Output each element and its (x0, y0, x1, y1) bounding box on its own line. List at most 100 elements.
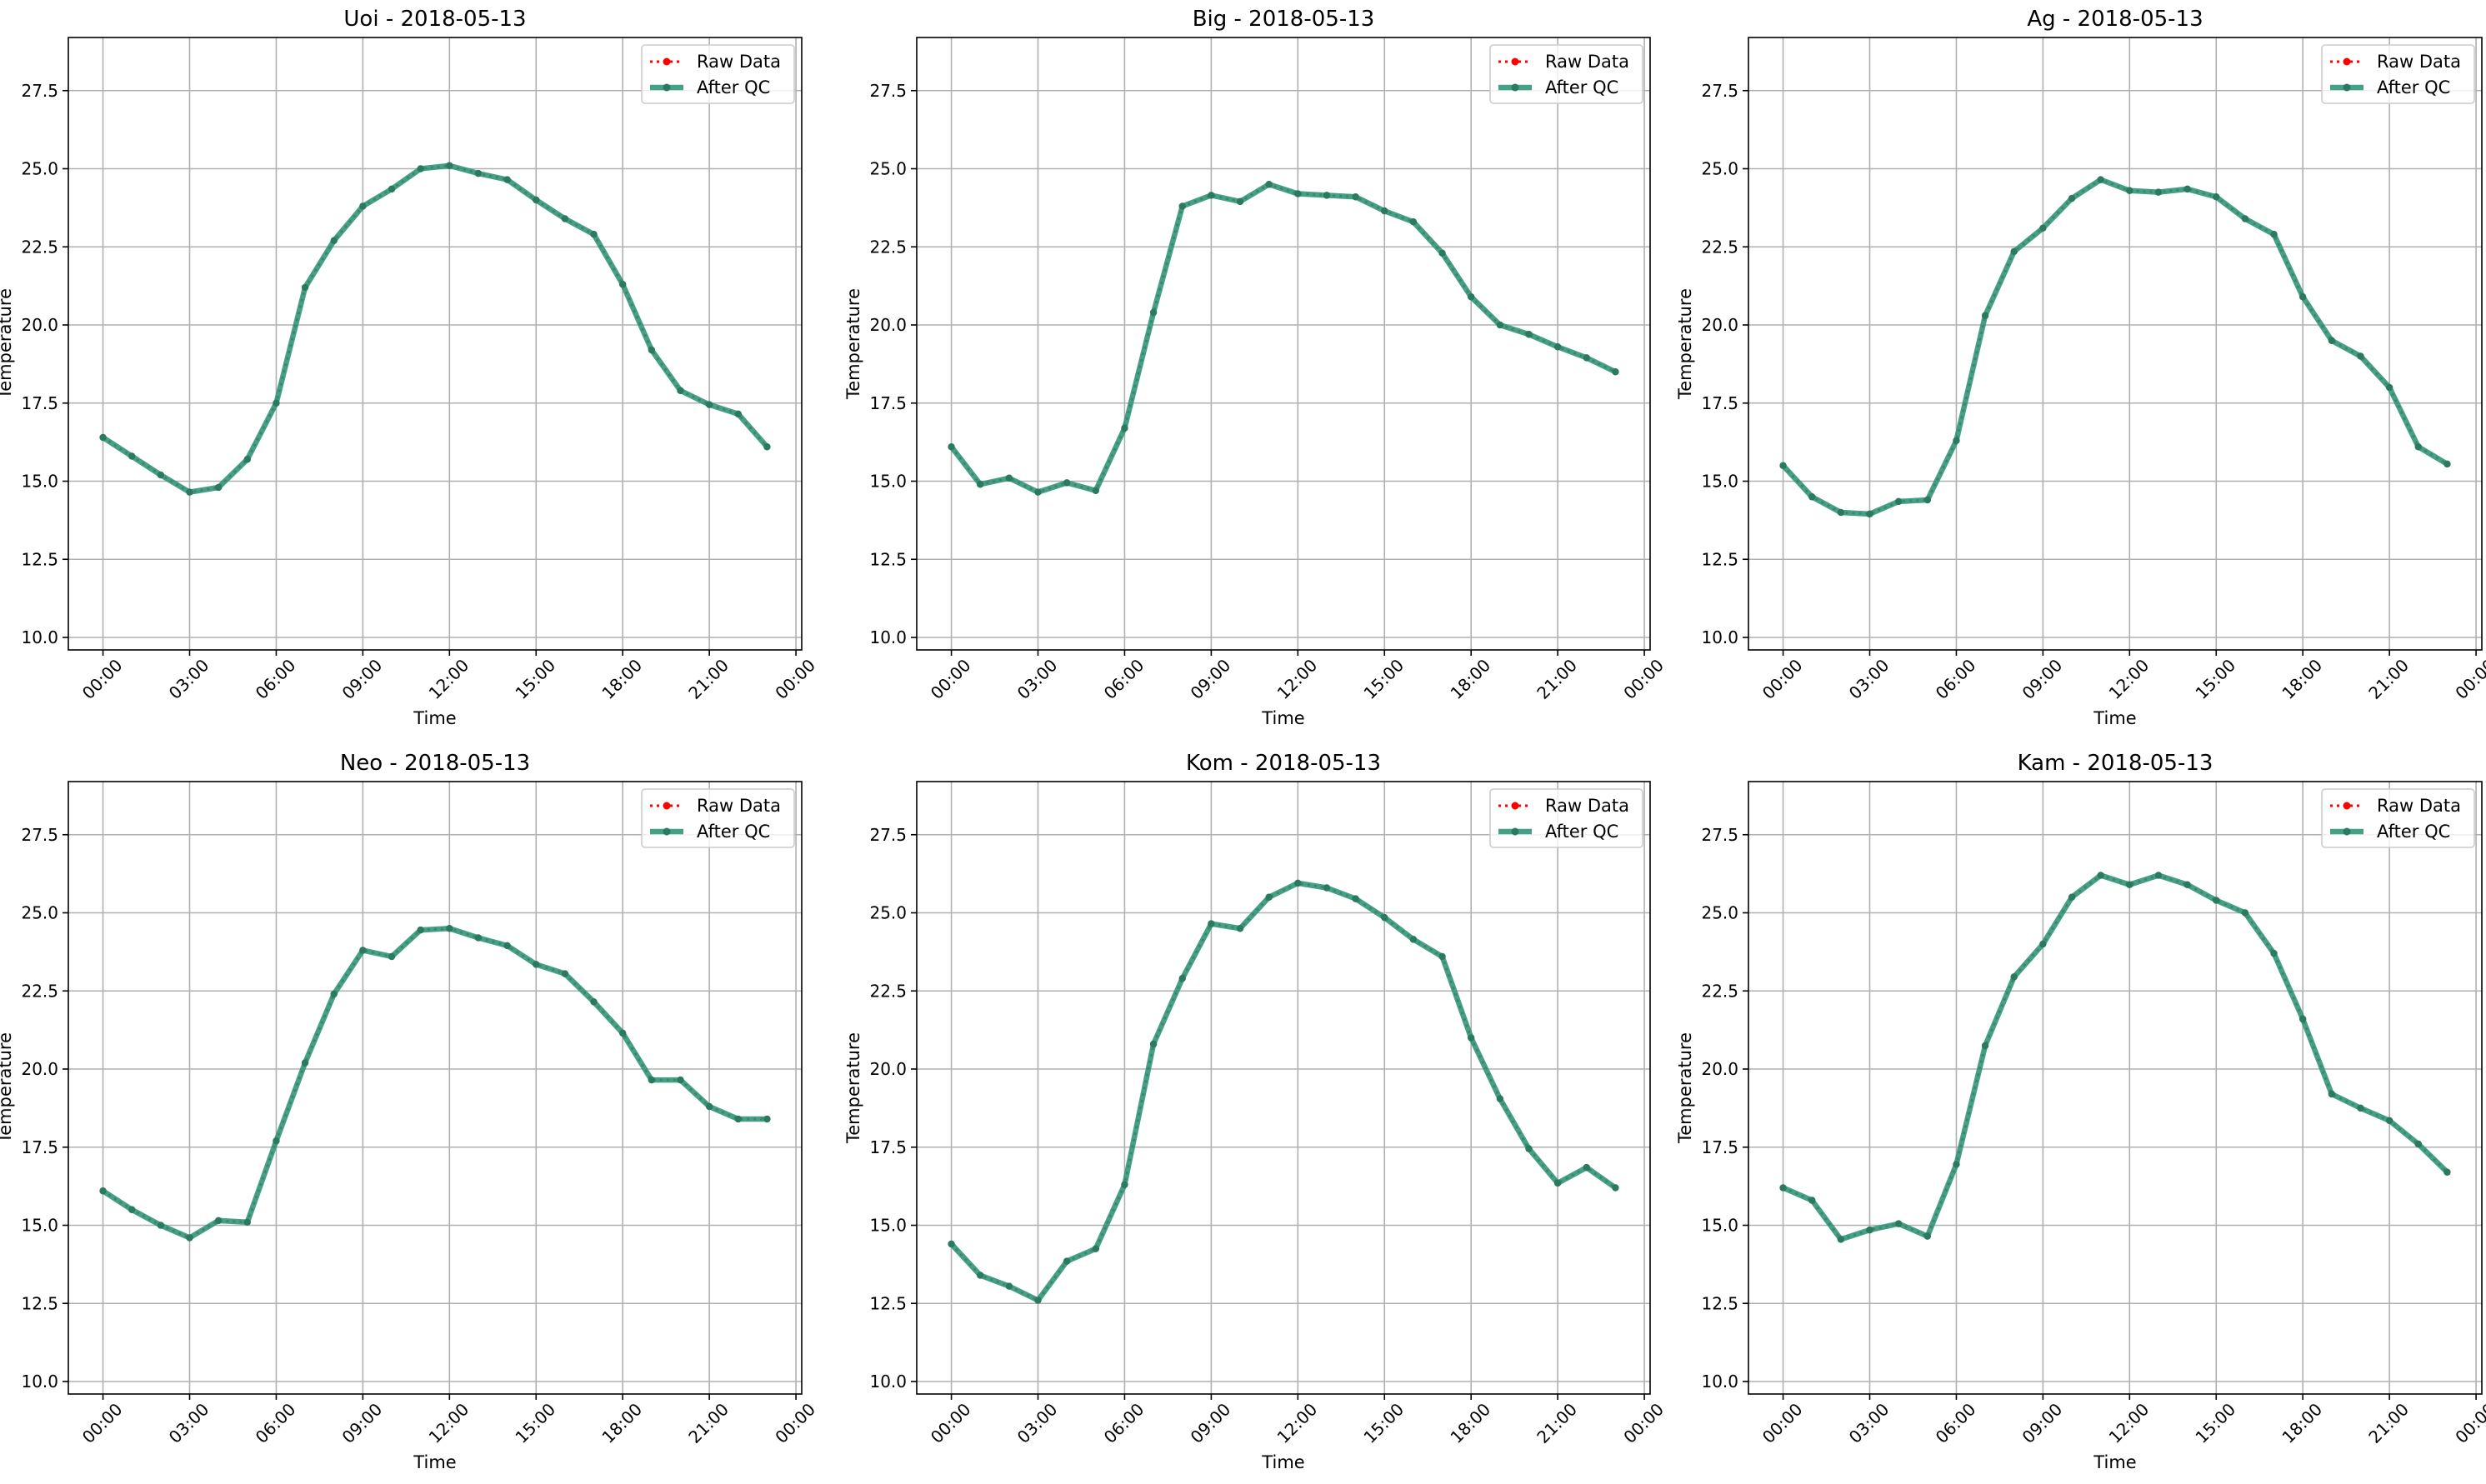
y-tick-label: 12.5 (21, 1293, 58, 1313)
x-tick-label: 21:00 (2364, 1399, 2413, 1447)
after-qc-point (1779, 462, 1787, 469)
x-tick-label: 06:00 (1932, 655, 1980, 703)
after-qc-point (388, 185, 396, 193)
x-tick-label: 00:00 (927, 655, 975, 703)
after-qc-point (2097, 872, 2104, 879)
after-qc-point (734, 1115, 742, 1123)
x-tick-label: 18:00 (2278, 655, 2326, 703)
after-qc-point (2357, 352, 2364, 360)
after-qc-point (2097, 176, 2104, 183)
x-tick-label: 00:00 (1758, 655, 1807, 703)
after-qc-point (2213, 897, 2220, 904)
after-qc-point (157, 471, 165, 479)
chart-panel-4: 00:00 03:00 06:00 09:00 12:00 15:00 18:00 21:00… (0, 751, 819, 1472)
after-qc-point (2068, 893, 2076, 901)
after-qc-point (1352, 193, 1359, 201)
after-qc-point (1779, 1184, 1787, 1192)
x-tick-label: 03:00 (165, 1399, 213, 1447)
legend-qc-label: After QC (2377, 822, 2450, 842)
after-qc-point (359, 947, 367, 954)
legend: Raw Data After QC (2321, 788, 2475, 848)
after-qc-point (1294, 190, 1302, 197)
legend-raw-label: Raw Data (697, 52, 781, 72)
after-qc-point (2385, 383, 2393, 392)
y-axis-label: Temperature (1675, 1032, 1695, 1144)
after-qc-point (2010, 973, 2018, 981)
after-qc-point (618, 1029, 627, 1037)
after-qc-point (1583, 1163, 1590, 1172)
after-qc-line (1781, 177, 2449, 517)
raw-data-line (1782, 873, 2448, 1242)
after-qc-point (1612, 368, 1619, 376)
chart-panel-2: 00:00 03:00 06:00 09:00 12:00 15:00 18:00 21:00… (843, 7, 1668, 728)
y-tick-label: 25.0 (1701, 903, 1738, 923)
x-tick-label: 09:00 (2018, 1399, 2067, 1447)
chart-panel-5: 00:00 03:00 06:00 09:00 12:00 15:00 18:00 21:00… (843, 751, 1668, 1472)
after-qc-point (1525, 1145, 1533, 1152)
x-tick-label: 00:00 (1619, 1399, 1668, 1447)
x-tick-label: 06:00 (252, 1399, 300, 1447)
after-qc-point (330, 990, 338, 998)
chart-title: Neo - 2018-05-13 (340, 751, 530, 776)
after-qc-point (1208, 920, 1215, 927)
y-tick-label: 17.5 (21, 393, 58, 413)
axes-frame (68, 37, 803, 651)
y-tick-label: 12.5 (1701, 549, 1738, 569)
after-qc-point (1092, 487, 1100, 494)
legend-qc-label: After QC (1545, 77, 1618, 97)
x-tick-label: 12:00 (425, 1399, 473, 1447)
after-qc-line (101, 926, 768, 1241)
after-qc-point (1381, 207, 1388, 215)
after-qc-point (2270, 231, 2278, 238)
y-tick-label: 27.5 (1701, 825, 1738, 845)
after-qc-point (243, 456, 252, 463)
x-axis-label: Time (413, 1452, 456, 1472)
x-tick-label: 00:00 (771, 1399, 819, 1447)
after-qc-point (503, 942, 511, 950)
legend-raw-marker (1511, 802, 1519, 810)
after-qc-point (2414, 443, 2422, 451)
y-tick-label: 27.5 (869, 81, 907, 101)
after-qc-point (1553, 1179, 1562, 1187)
y-tick-label: 12.5 (869, 1293, 907, 1313)
after-qc-point (214, 483, 223, 492)
after-qc-point (2213, 193, 2220, 201)
y-tick-label: 10.0 (21, 627, 58, 647)
after-qc-point (2183, 881, 2191, 888)
after-qc-point (763, 1115, 771, 1123)
chart-panel-3: 00:00 03:00 06:00 09:00 12:00 15:00 18:00 21:00… (1675, 7, 2486, 728)
after-qc-point (1265, 893, 1273, 901)
y-tick-label: 15.0 (1701, 472, 1738, 492)
after-qc-point (1121, 424, 1128, 432)
x-tick-label: 18:00 (598, 655, 646, 703)
legend-qc-label: After QC (697, 822, 770, 842)
after-qc-line (1782, 872, 2449, 1242)
after-qc-point (2068, 194, 2076, 202)
after-qc-point (2126, 187, 2133, 194)
after-qc-point (2154, 872, 2163, 879)
y-tick-label: 17.5 (869, 393, 907, 413)
after-qc-point (1294, 879, 1302, 887)
after-qc-point (301, 1059, 309, 1067)
after-qc-point (1236, 197, 1244, 206)
x-tick-label: 03:00 (1845, 1399, 1893, 1447)
legend-raw-marker (2343, 802, 2351, 810)
legend-qc-marker (1511, 827, 1519, 836)
y-tick-label: 20.0 (1701, 1059, 1738, 1079)
raw-data-line (102, 164, 768, 494)
y-tick-label: 22.5 (21, 237, 58, 257)
after-qc-point (1063, 1257, 1071, 1265)
x-tick-label: 12:00 (1273, 1399, 1322, 1447)
legend-raw-marker (1511, 57, 1519, 66)
chart-panel-1: 00:00 03:00 06:00 09:00 12:00 15:00 18:00 21:00… (0, 7, 819, 728)
after-qc-point (359, 202, 367, 210)
y-axis-label: Temperature (1675, 288, 1695, 400)
after-qc-point (1438, 249, 1446, 257)
legend-raw-label: Raw Data (2377, 52, 2461, 72)
x-tick-label: 00:00 (927, 1399, 975, 1447)
after-qc-point (1208, 192, 1215, 199)
after-qc-point (677, 387, 684, 394)
after-qc-point (590, 998, 598, 1006)
legend-raw-label: Raw Data (697, 796, 781, 816)
after-qc-point (2357, 1104, 2364, 1112)
